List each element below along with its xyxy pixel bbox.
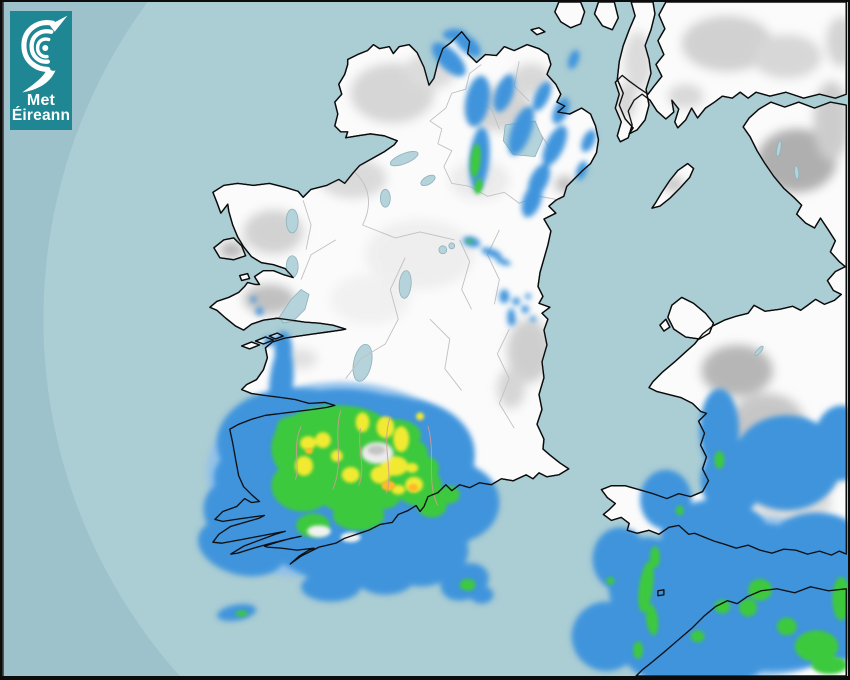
county-boundaries-over-rain [294,410,439,506]
lough-ree [398,270,412,299]
lough-mask [285,255,299,278]
welsh-lake [754,345,764,357]
lough-derg [352,343,373,382]
hurricane-spiral-icon [13,11,69,95]
lough-erne [389,150,419,167]
lough-corrib [278,288,310,324]
lough-allen [380,188,391,208]
logo-text-eireann: Éireann [11,107,71,124]
midlands-lake [438,245,448,255]
rain-layer-heavy [295,412,425,495]
lakeland-tarn [776,140,782,157]
met-eireann-logo: Met Éireann [10,11,72,130]
logo-text-met: Met [26,92,56,109]
lakeland-tarn [794,165,800,180]
lough-conn [285,208,299,234]
upper-lough-erne [420,174,436,187]
midlands-lake [448,242,456,250]
